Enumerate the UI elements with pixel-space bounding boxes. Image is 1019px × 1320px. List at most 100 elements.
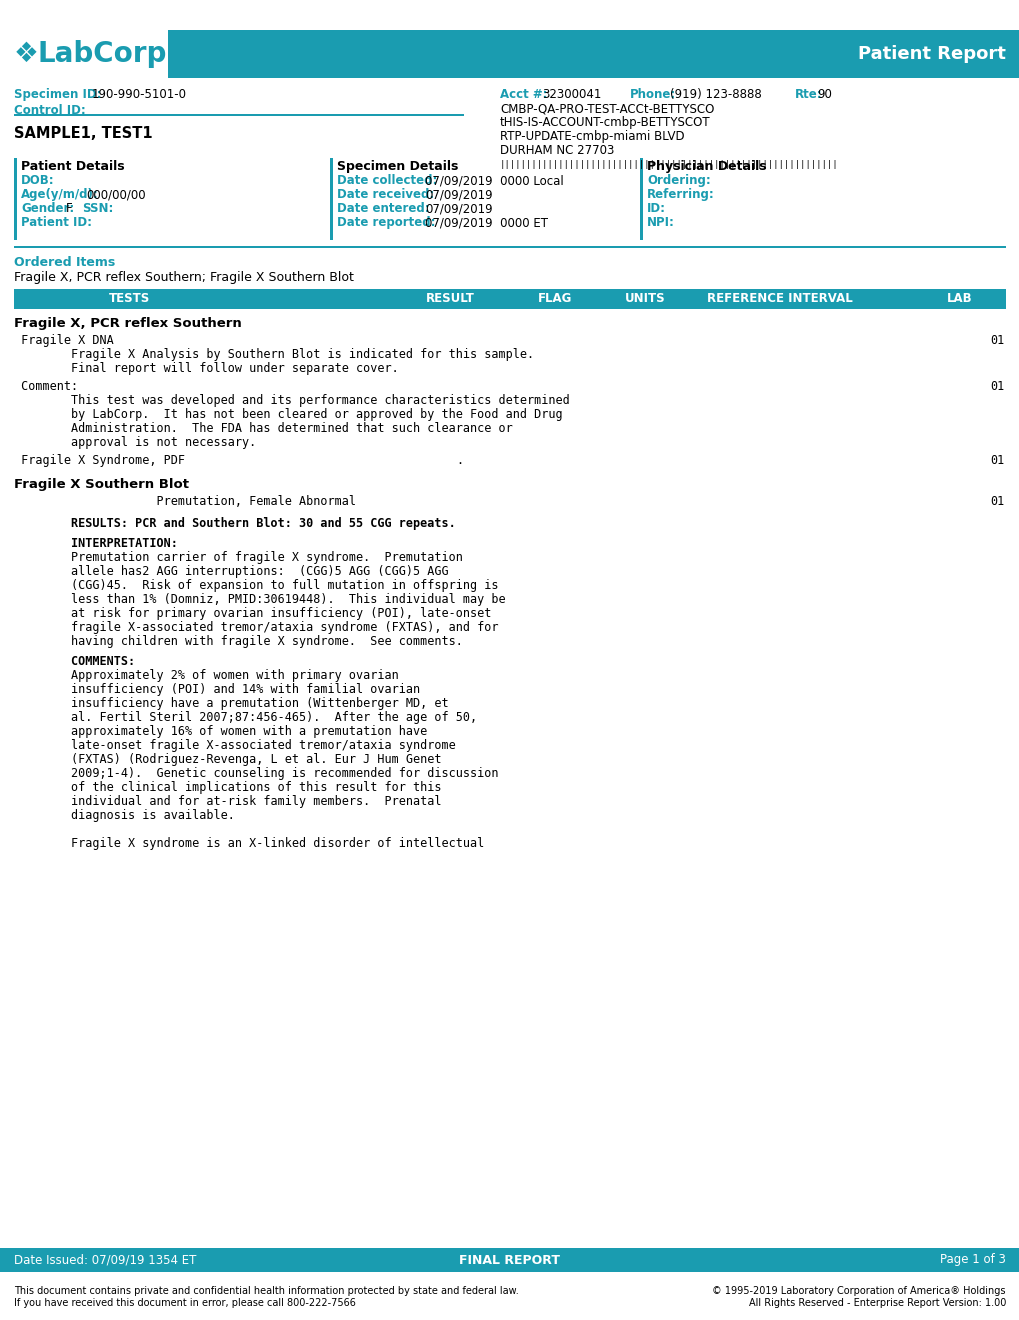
Text: (CGG)45.  Risk of expansion to full mutation in offspring is: (CGG)45. Risk of expansion to full mutat… [14,579,498,591]
Text: © 1995-2019 Laboratory Corporation of America® Holdings: © 1995-2019 Laboratory Corporation of Am… [712,1286,1005,1296]
Text: TESTS: TESTS [109,293,151,305]
Bar [14,114,464,116]
Text: 01: 01 [989,495,1004,508]
Text: Premutation carrier of fragile X syndrome.  Premutation: Premutation carrier of fragile X syndrom… [14,550,463,564]
Text: Specimen ID:: Specimen ID: [14,88,106,102]
Text: Final report will follow under separate cover.: Final report will follow under separate … [14,362,398,375]
Text: |||||||||||||||||||||||||||||||||||||||||||||||||||||||||||||||: ||||||||||||||||||||||||||||||||||||||||… [499,160,838,169]
Text: Fragile X DNA: Fragile X DNA [14,334,114,347]
Text: Fragile X syndrome is an X-linked disorder of intellectual: Fragile X syndrome is an X-linked disord… [14,837,484,850]
Text: fragile X-associated tremor/ataxia syndrome (FXTAS), and for: fragile X-associated tremor/ataxia syndr… [14,620,498,634]
Text: Ordered Items: Ordered Items [14,256,115,269]
Text: approximately 16% of women with a premutation have: approximately 16% of women with a premut… [14,725,427,738]
Text: NPI:: NPI: [646,216,675,228]
Text: RESULTS: PCR and Southern Blot: 30 and 55 CGG repeats.: RESULTS: PCR and Southern Blot: 30 and 5… [14,517,455,531]
Text: having children with fragile X syndrome.  See comments.: having children with fragile X syndrome.… [14,635,463,648]
Text: Date reported:: Date reported: [336,216,435,228]
Text: RTP-UPDATE-cmbp-miami BLVD: RTP-UPDATE-cmbp-miami BLVD [499,129,684,143]
Bar [639,158,642,240]
Text: RESULT: RESULT [425,293,474,305]
Text: Date collected:: Date collected: [336,174,437,187]
Text: Age(y/m/d):: Age(y/m/d): [21,187,99,201]
Text: 90: 90 [816,88,832,102]
Text: late-onset fragile X-associated tremor/ataxia syndrome: late-onset fragile X-associated tremor/a… [14,739,455,752]
Text: less than 1% (Domniz, PMID:30619448).  This individual may be: less than 1% (Domniz, PMID:30619448). Th… [14,593,505,606]
Text: Patient Details: Patient Details [21,160,124,173]
Text: COMMENTS:: COMMENTS: [14,655,135,668]
Text: of the clinical implications of this result for this: of the clinical implications of this res… [14,781,441,795]
Bar [0,30,168,78]
Text: Date received:: Date received: [336,187,434,201]
Text: insufficiency (POI) and 14% with familial ovarian: insufficiency (POI) and 14% with familia… [14,682,420,696]
Text: Fragile X, PCR reflex Southern; Fragile X Southern Blot: Fragile X, PCR reflex Southern; Fragile … [14,271,354,284]
Bar [14,289,1005,309]
Text: tHIS-IS-ACCOUNT-cmbp-BETTYSCOT: tHIS-IS-ACCOUNT-cmbp-BETTYSCOT [499,116,710,129]
Text: F: F [66,202,72,215]
Text: insufficiency have a premutation (Wittenberger MD, et: insufficiency have a premutation (Witten… [14,697,448,710]
Text: FINAL REPORT: FINAL REPORT [459,1254,560,1266]
Text: LAB: LAB [947,293,972,305]
Text: INTERPRETATION:: INTERPRETATION: [14,537,177,550]
Text: Control ID:: Control ID: [14,104,86,117]
Text: UNITS: UNITS [624,293,664,305]
Bar [14,246,1005,248]
Text: CMBP-QA-PRO-TEST-ACCt-BETTYSCO: CMBP-QA-PRO-TEST-ACCt-BETTYSCO [499,102,713,115]
Text: al. Fertil Steril 2007;87:456-465).  After the age of 50,: al. Fertil Steril 2007;87:456-465). Afte… [14,711,477,723]
Text: All Rights Reserved - Enterprise Report Version: 1.00: All Rights Reserved - Enterprise Report … [748,1298,1005,1308]
Text: allele has2 AGG interruptions:  (CGG)5 AGG (CGG)5 AGG: allele has2 AGG interruptions: (CGG)5 AG… [14,565,448,578]
Text: 07/09/2019: 07/09/2019 [425,202,492,215]
Text: diagnosis is available.: diagnosis is available. [14,809,234,822]
Text: Premutation, Female Abnormal: Premutation, Female Abnormal [14,495,356,508]
Text: Fragile X Analysis by Southern Blot is indicated for this sample.: Fragile X Analysis by Southern Blot is i… [14,348,534,360]
Text: Patient Report: Patient Report [857,45,1005,63]
Text: by LabCorp.  It has not been cleared or approved by the Food and Drug: by LabCorp. It has not been cleared or a… [14,408,562,421]
Text: 000/00/00: 000/00/00 [86,187,146,201]
Text: Fragile X, PCR reflex Southern: Fragile X, PCR reflex Southern [14,317,242,330]
Text: 01: 01 [989,334,1004,347]
Text: Specimen Details: Specimen Details [336,160,458,173]
Text: Physician Details: Physician Details [646,160,766,173]
Text: 32300041: 32300041 [541,88,601,102]
Text: Date Issued: 07/09/19 1354 ET: Date Issued: 07/09/19 1354 ET [14,1254,197,1266]
Text: approval is not necessary.: approval is not necessary. [14,436,256,449]
Bar [0,30,1019,78]
Text: 07/09/2019  0000 ET: 07/09/2019 0000 ET [425,216,547,228]
Text: at risk for primary ovarian insufficiency (POI), late-onset: at risk for primary ovarian insufficienc… [14,607,491,620]
Text: SAMPLE1, TEST1: SAMPLE1, TEST1 [14,125,153,141]
Text: REFERENCE INTERVAL: REFERENCE INTERVAL [706,293,852,305]
Bar [14,158,17,240]
Text: Fragile X Syndrome, PDF: Fragile X Syndrome, PDF [14,454,184,467]
Text: FLAG: FLAG [537,293,572,305]
Text: 01: 01 [989,380,1004,393]
Text: .: . [455,454,463,467]
Text: ID:: ID: [646,202,665,215]
Text: Rte:: Rte: [794,88,821,102]
Text: Administration.  The FDA has determined that such clearance or: Administration. The FDA has determined t… [14,422,513,436]
Text: Comment:: Comment: [14,380,78,393]
Text: 190-990-5101-0: 190-990-5101-0 [92,88,186,102]
Text: DOB:: DOB: [21,174,55,187]
Text: Gender:: Gender: [21,202,74,215]
Text: individual and for at-risk family members.  Prenatal: individual and for at-risk family member… [14,795,441,808]
Text: 01: 01 [989,454,1004,467]
Text: ❖: ❖ [14,40,39,69]
Text: Date entered:: Date entered: [336,202,429,215]
Text: Approximately 2% of women with primary ovarian: Approximately 2% of women with primary o… [14,669,398,682]
Text: LabCorp: LabCorp [38,40,167,69]
Text: Phone:: Phone: [630,88,676,102]
Text: Acct #:: Acct #: [499,88,547,102]
Text: Page 1 of 3: Page 1 of 3 [940,1254,1005,1266]
Text: Referring:: Referring: [646,187,714,201]
Bar [0,1247,1019,1272]
Text: Ordering:: Ordering: [646,174,710,187]
Text: Fragile X Southern Blot: Fragile X Southern Blot [14,478,189,491]
Text: (919) 123-8888: (919) 123-8888 [669,88,761,102]
Bar [330,158,332,240]
Text: DURHAM NC 27703: DURHAM NC 27703 [499,144,613,157]
Text: This test was developed and its performance characteristics determined: This test was developed and its performa… [14,393,570,407]
Text: 07/09/2019: 07/09/2019 [425,187,492,201]
Text: SSN:: SSN: [82,202,113,215]
Text: Patient ID:: Patient ID: [21,216,92,228]
Text: 07/09/2019  0000 Local: 07/09/2019 0000 Local [425,174,564,187]
Text: If you have received this document in error, please call 800-222-7566: If you have received this document in er… [14,1298,356,1308]
